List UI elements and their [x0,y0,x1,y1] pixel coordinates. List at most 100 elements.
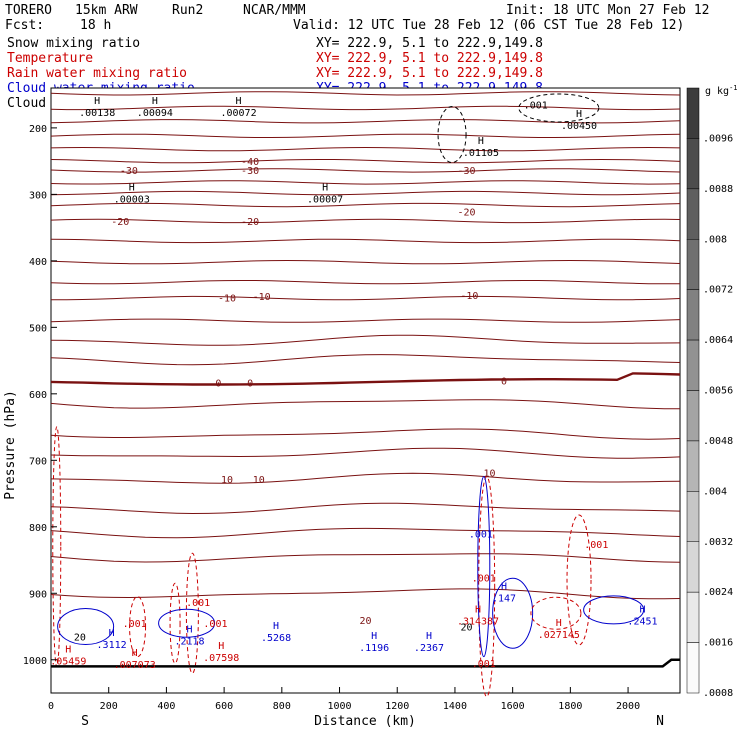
max-value: .3112 [97,640,127,651]
isotherm-line [50,259,681,265]
colorbar-swatch [686,591,700,643]
cloud-ice-contour [518,93,600,123]
max-marker: H [152,96,158,107]
isotherm-line [50,158,681,164]
max-value: .007073 [114,660,156,671]
colorbar-swatch [686,289,700,341]
header-init: Init: 18 UTC Mon 27 Feb 12 [506,3,710,18]
colorbar-swatch [686,239,700,290]
max-marker: H [556,618,562,629]
isotherm-line [50,472,681,484]
isotherm-line [50,218,681,224]
isotherm-line [50,280,681,285]
max-marker: H [132,648,138,659]
colorbar-tick-label: .0064 [703,335,733,346]
isotherm-line [50,588,681,600]
header-fcst-label: Fcst: [5,18,44,33]
max-marker: H [273,621,279,632]
isotherm-line [50,334,681,346]
isotherm-line [50,527,681,539]
max-marker: H [129,182,135,193]
max-value: .027145 [538,630,580,641]
colorbar-tick-label: .0056 [703,386,733,397]
max-marker: H [478,136,484,147]
header-valid: Valid: 12 UTC Tue 28 Feb 12 (06 CST Tue … [293,18,684,33]
max-marker: H [218,641,224,652]
contour-label: .001 [472,659,496,670]
rain-water-contour [566,514,592,646]
max-value: .1196 [359,643,389,654]
isotherm-label: 0 [215,379,221,390]
isotherm-label: -10 [218,293,236,304]
isotherm-label: -20 [241,217,259,228]
isotherm-line [50,133,681,138]
cloud-water-contour [57,608,115,646]
x-tick-label: 600 [215,701,233,712]
isotherm-line [50,399,680,410]
max-marker: H [186,624,192,635]
terrain-line [51,658,680,668]
contour-label: .001 [469,529,493,540]
isotherm-label: 20 [359,616,371,627]
legend-entry-name: Temperature [7,51,93,66]
isotherm-line [50,190,681,196]
x-tick-label: 1400 [443,701,467,712]
y-tick-label: 500 [29,323,47,334]
colorbar-tick-label: .0008 [703,688,733,699]
contour-label: .001 [123,619,147,630]
colorbar-swatch [686,642,700,694]
rain-water-contour [129,596,147,658]
max-value: .2451 [627,617,657,628]
isotherms [50,91,681,600]
y-tick-label: 800 [29,523,47,534]
y-tick-label: 300 [29,190,47,201]
isotherm-line [50,91,681,96]
colorbar-tick-label: .0096 [703,133,733,144]
colorbar-swatch [686,87,700,139]
rain-water-contour [169,582,181,664]
isotherm-label: -30 [120,166,138,177]
max-marker: H [639,605,645,616]
max-value: .314387 [457,617,499,628]
cloud-water-contour [158,608,216,638]
isotherm-label: 0 [501,377,507,388]
header-fcst-value: 18 h [80,18,111,33]
header-run: Run2 [172,3,203,18]
max-value: .2118 [174,636,204,647]
isotherm-line [50,202,681,208]
isotherm-label: -40 [241,157,259,168]
colorbar-unit: g kg-1 [705,84,738,97]
isotherm-label: 10 [484,468,496,479]
y-axis-title: Pressure (hPa) [3,390,18,500]
isotherm-label: -30 [457,166,475,177]
max-marker: H [475,605,481,616]
y-tick-label: 1000 [23,656,47,667]
max-value: .00007 [307,194,343,205]
isotherm-label: -10 [253,292,271,303]
rain-water-contour [185,552,199,674]
header-model: TORERO [5,3,52,18]
x-tick-label: 1600 [501,701,525,712]
cloud-ice-contour [437,106,467,164]
x-tick-label: 200 [100,701,118,712]
isotherm-line [50,372,681,386]
max-value: .00450 [561,121,597,132]
max-marker: H [94,96,100,107]
isotherm-line [50,502,681,515]
cloud-water-contour [492,577,534,649]
colorbar-tick-label: .0024 [703,587,733,598]
cloud-water-contour [583,595,645,625]
plot-frame [50,87,681,694]
max-value: .2367 [414,643,444,654]
contour-label: .001 [524,101,548,112]
x-tick-label: 1800 [558,701,582,712]
x-tick-label: 400 [157,701,175,712]
isotherm-line [50,105,681,111]
max-marker: H [371,631,377,642]
contour-label: .001 [186,598,210,609]
x-tick-label: 2000 [616,701,640,712]
header-org: NCAR/MMM [243,3,306,18]
isotherm-line [50,168,681,173]
rain-water-contour [530,596,582,630]
